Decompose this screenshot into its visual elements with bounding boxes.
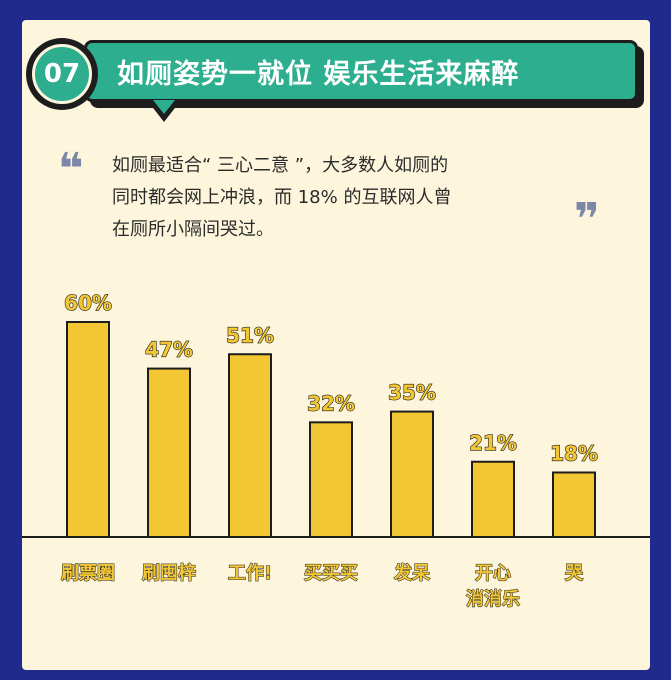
open-quote-icon: ❝ — [58, 144, 84, 195]
bar — [66, 321, 110, 538]
bar-value-label: 60% — [64, 291, 112, 315]
bar — [552, 471, 596, 538]
category-label: 工作! — [228, 562, 272, 584]
category-label: 发呆 — [393, 562, 431, 584]
category-label: 哭 — [564, 563, 584, 584]
section-number: 07 — [32, 44, 92, 104]
category-label: 刷囤梓 — [142, 562, 196, 584]
section-number-badge: 07 — [26, 38, 98, 110]
bar-value-label: 21% — [469, 431, 517, 455]
bar-value-label: 51% — [226, 323, 274, 347]
quote-text: 如厕最适合“ 三心二意 ”，大多数人如厕的 同时都会网上冲浪，而 18% 的互联… — [112, 150, 562, 246]
bar-value-label: 35% — [388, 381, 436, 405]
quote-line: 在厕所小隔间哭过。 — [112, 219, 274, 240]
category-label: 开心 — [475, 563, 511, 584]
bar — [390, 410, 434, 539]
title-banner-tail — [153, 100, 175, 114]
bar-value-label: 47% — [145, 338, 193, 362]
quote-line: 如厕最适合“ 三心二意 ”，大多数人如厕的 — [112, 155, 449, 176]
bar-value-label: 32% — [307, 391, 355, 415]
bar-value-label: 18% — [550, 442, 598, 466]
category-label: 消消乐 — [466, 588, 520, 610]
category-label: 买买买 — [304, 563, 358, 584]
bar — [309, 421, 353, 539]
category-label: 刷票圈 — [61, 563, 115, 584]
bar — [471, 460, 515, 538]
close-quote-icon: ❞ — [574, 194, 600, 245]
bar — [147, 367, 191, 539]
page-title: 如厕姿势一就位 娱乐生活来麻醉 — [84, 40, 638, 102]
quote-line: 同时都会网上冲浪，而 18% 的互联网人曾 — [112, 187, 452, 208]
bar — [228, 353, 272, 538]
infographic-card — [22, 20, 650, 670]
title-banner: 如厕姿势一就位 娱乐生活来麻醉 — [84, 40, 644, 108]
